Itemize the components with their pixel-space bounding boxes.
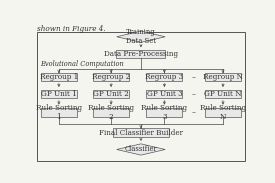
Text: Classifier: Classifier — [125, 145, 157, 154]
Text: –: – — [192, 73, 196, 81]
FancyBboxPatch shape — [146, 90, 183, 98]
Text: shown in Figure 4.: shown in Figure 4. — [37, 25, 105, 33]
Text: Rule Sorting
1: Rule Sorting 1 — [36, 104, 82, 121]
Text: Regroup 3: Regroup 3 — [145, 73, 183, 81]
Text: Training
Data Set: Training Data Set — [126, 28, 156, 45]
FancyBboxPatch shape — [37, 32, 245, 161]
Text: GP Unit N: GP Unit N — [204, 90, 242, 98]
FancyBboxPatch shape — [41, 90, 77, 98]
FancyBboxPatch shape — [93, 108, 129, 117]
Polygon shape — [117, 31, 165, 42]
Text: Evolutional Computation: Evolutional Computation — [40, 60, 124, 68]
FancyBboxPatch shape — [146, 73, 183, 81]
FancyBboxPatch shape — [93, 73, 129, 81]
FancyBboxPatch shape — [93, 90, 129, 98]
Text: Regroup 1: Regroup 1 — [40, 73, 78, 81]
Text: –: – — [192, 108, 196, 116]
FancyBboxPatch shape — [41, 108, 77, 117]
Text: Data Pre-Processing: Data Pre-Processing — [104, 50, 178, 58]
Text: Regroup 2: Regroup 2 — [92, 73, 130, 81]
FancyBboxPatch shape — [205, 108, 241, 117]
FancyBboxPatch shape — [41, 73, 77, 81]
FancyBboxPatch shape — [146, 108, 183, 117]
FancyBboxPatch shape — [113, 128, 169, 137]
Text: Rule Sorting
2: Rule Sorting 2 — [88, 104, 134, 121]
Text: GP Unit 1: GP Unit 1 — [41, 90, 77, 98]
Text: GP Unit 2: GP Unit 2 — [93, 90, 129, 98]
Polygon shape — [117, 144, 165, 155]
FancyBboxPatch shape — [116, 50, 166, 58]
FancyBboxPatch shape — [205, 73, 241, 81]
Text: Rule Sorting
N: Rule Sorting N — [200, 104, 246, 121]
Text: Final Classifier Builder: Final Classifier Builder — [99, 129, 183, 137]
Text: GP Unit 3: GP Unit 3 — [147, 90, 182, 98]
Text: Rule Sorting
3: Rule Sorting 3 — [141, 104, 188, 121]
Text: Regroup N: Regroup N — [203, 73, 243, 81]
Text: –: – — [192, 90, 196, 98]
FancyBboxPatch shape — [205, 90, 241, 98]
